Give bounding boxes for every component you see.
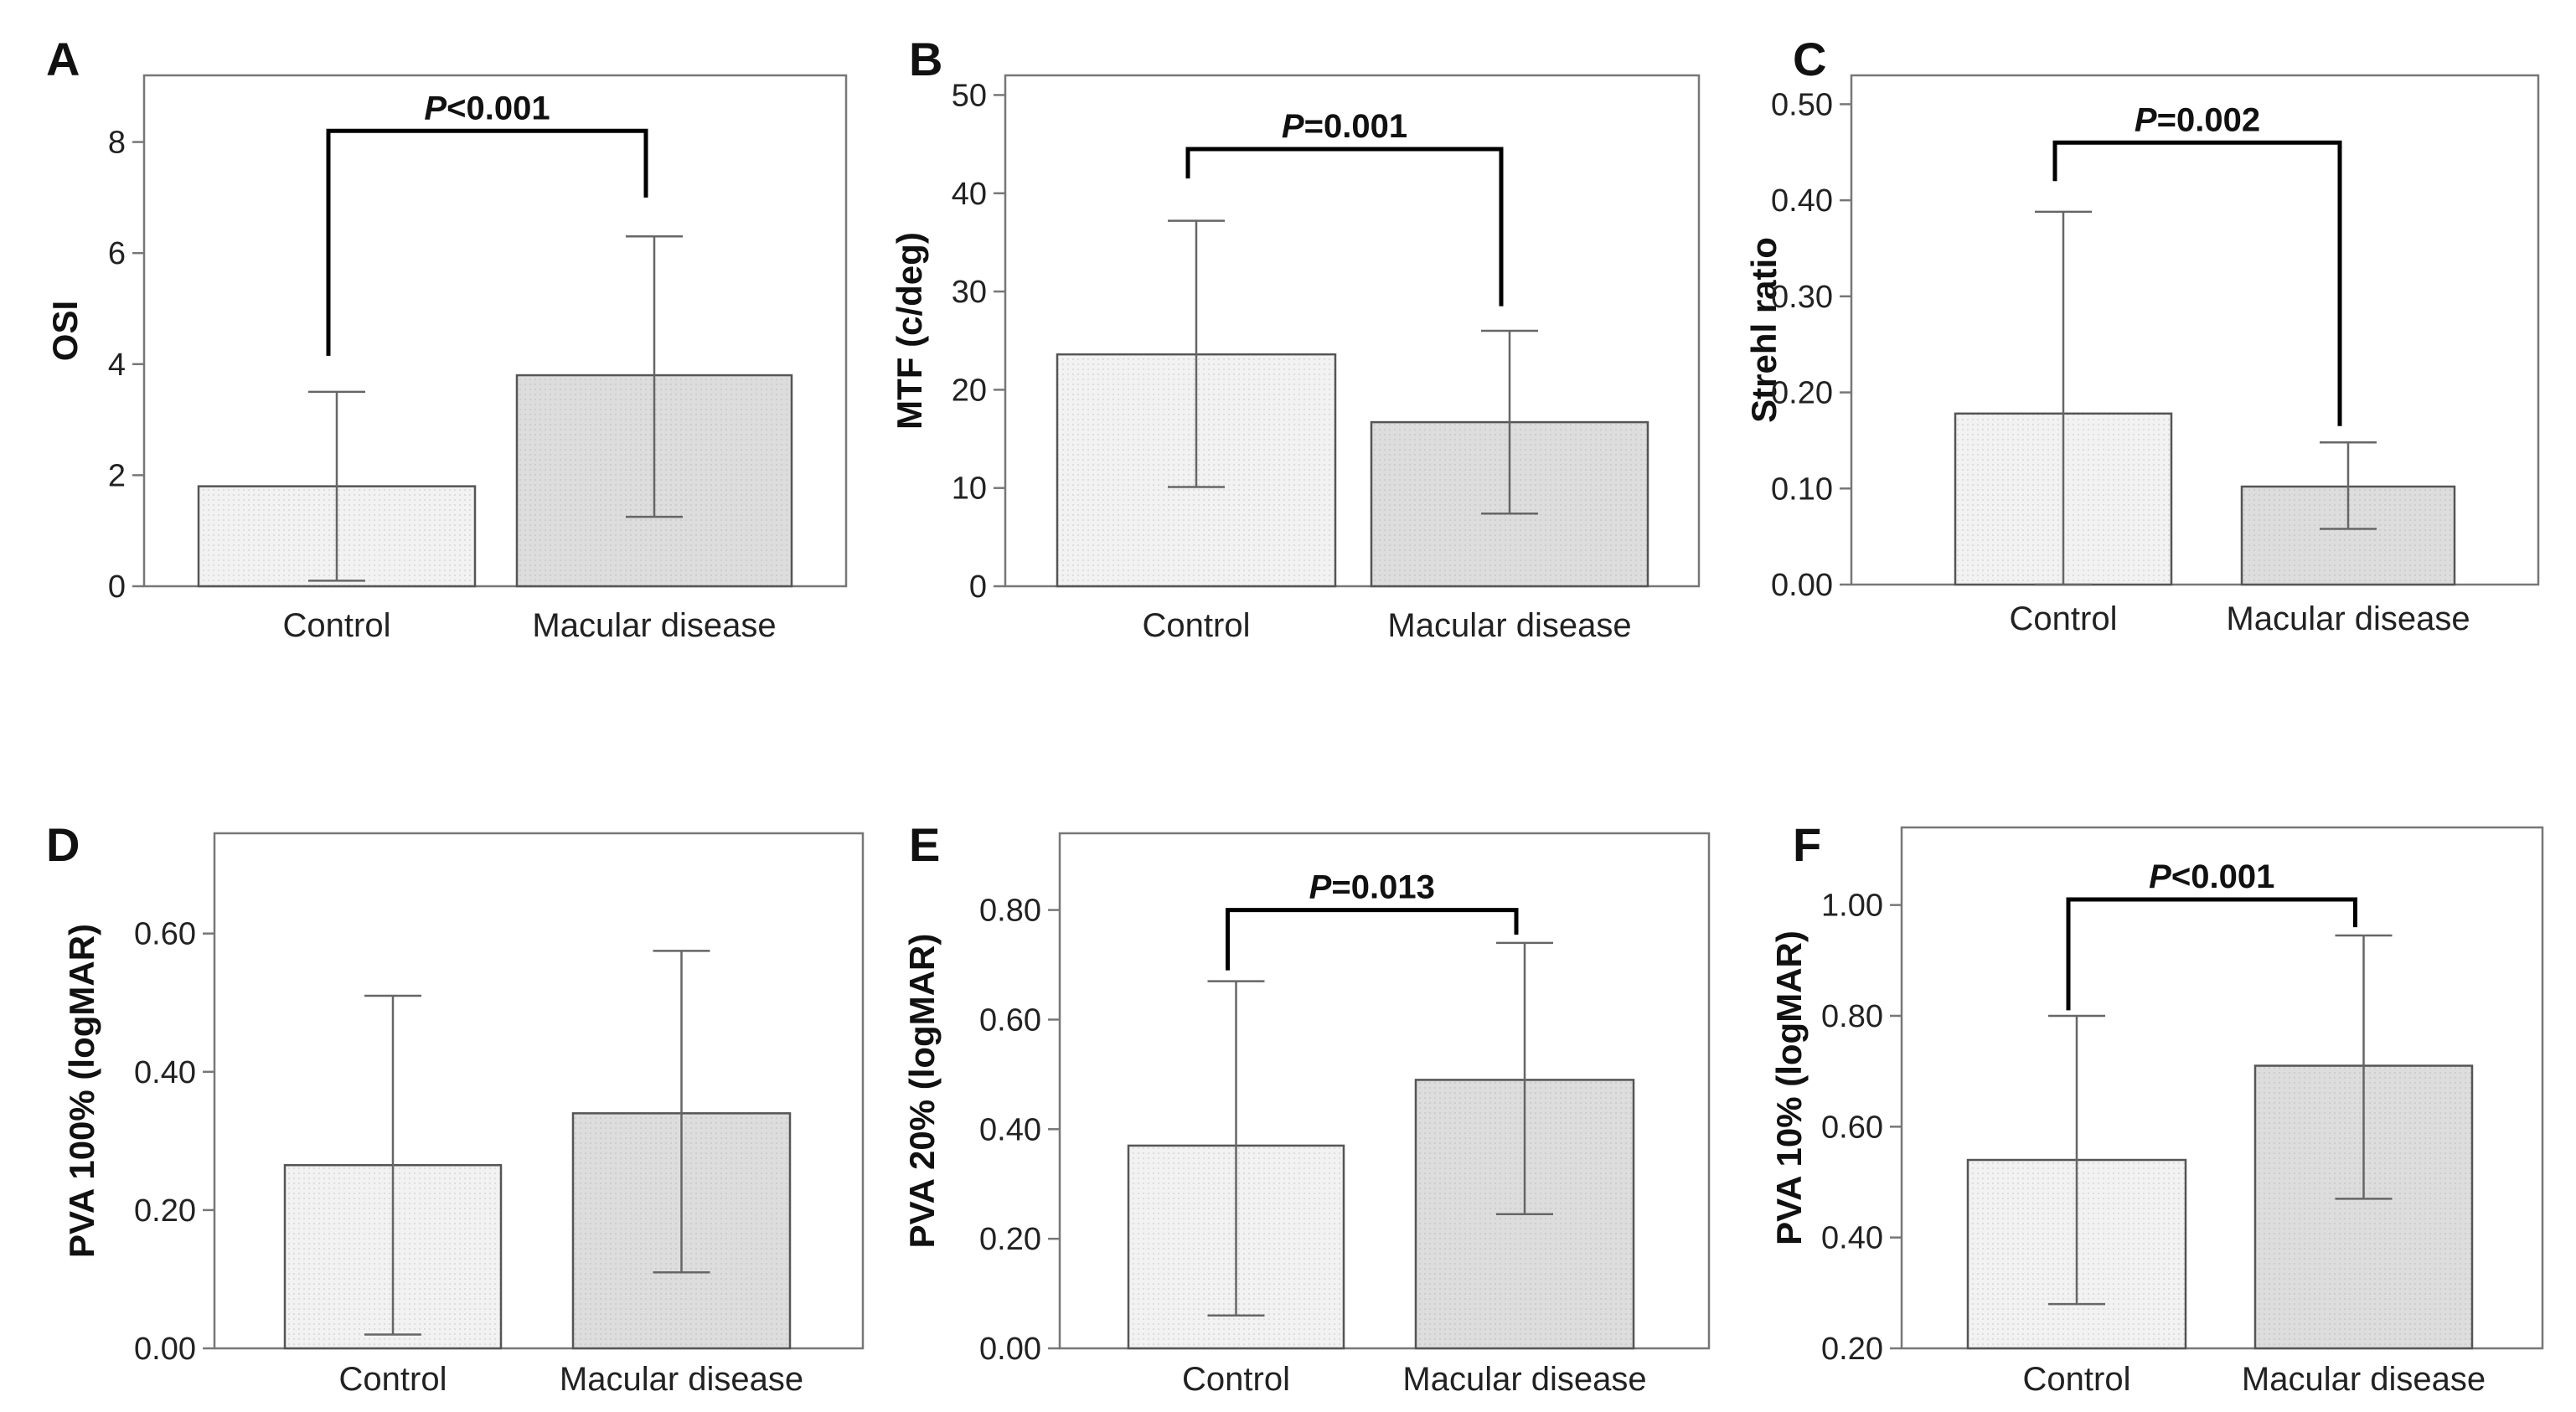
y-tick-label: 0.00 [1771,568,1833,603]
plot-frame [1058,832,1711,1350]
y-tick-label: 40 [952,177,987,212]
y-tick-label: 0 [969,569,987,605]
y-axis-label: MTF (c/deg) [890,232,929,430]
y-tick-label: 0.60 [1821,1110,1883,1145]
p-value-label: P=0.013 [1309,869,1435,906]
category-label-macular-disease: Macular disease [2242,1361,2486,1398]
significance-bracket [1226,908,1519,971]
category-label-control: Control [1182,1361,1290,1398]
category-label-control: Control [2010,600,2118,637]
category-label-control: Control [283,607,391,644]
y-tick-label: 0.40 [1821,1221,1883,1256]
y-tick-label: 20 [952,373,987,408]
category-label-macular-disease: Macular disease [532,607,776,644]
y-tick-label: 0.40 [1771,183,1833,219]
y-tick-label: 0.20 [979,1222,1041,1257]
p-value-label: P<0.001 [2149,858,2274,895]
category-label-macular-disease: Macular disease [1402,1361,1646,1398]
panel-a: A OSI 0 2 4 6 8 Control Macular disease P<0.001 [45,33,848,644]
panel-letter-e: E [909,818,940,871]
category-label-macular-disease: Macular disease [560,1361,803,1398]
y-tick-label: 0.30 [1771,280,1833,315]
y-tick-label: 2 [108,458,126,493]
panel-d: D PVA 100% (logMAR) 0.00 0.20 0.40 0.60 Contro… [46,818,865,1398]
plot-frame [213,832,865,1350]
significance-bracket [2052,140,2342,426]
plot-frame [1900,826,2544,1350]
y-tick-label: 30 [952,275,987,310]
y-tick-label: 50 [952,78,987,113]
category-label-control: Control [339,1361,447,1398]
panel-letter-b: B [909,33,942,85]
y-tick-label: 0 [108,569,126,605]
y-tick-label: 1.00 [1821,889,1883,924]
plot-frame [1850,74,2540,586]
p-value-label: P=0.002 [2135,101,2260,138]
plot-frame [1004,74,1701,588]
category-label-control: Control [2023,1361,2131,1398]
y-tick-label: 8 [108,126,126,161]
panel-letter-a: A [46,33,80,85]
category-label-control: Control [1143,607,1251,644]
y-tick-label: 0.40 [134,1055,196,1090]
category-label-macular-disease: Macular disease [2226,600,2470,637]
p-value-label: P<0.001 [424,90,550,126]
y-tick-label: 0.00 [979,1332,1041,1367]
panel-letter-f: F [1793,818,1821,871]
y-tick-label: 0.80 [1821,999,1883,1034]
significance-bracket [326,128,648,356]
p-value-label: P=0.001 [1282,108,1407,145]
panel-c: C Strehl ratio 0.00 0.10 0.20 0.30 0.40 0.50 Con… [1744,33,2540,637]
panel-letter-d: D [46,818,80,871]
y-tick-label: 0.10 [1771,472,1833,507]
y-tick-label: 0.20 [134,1193,196,1229]
y-axis-label: OSI [45,301,85,361]
significance-bracket [2066,897,2357,1011]
y-tick-label: 0.20 [1771,376,1833,411]
panel-letter-c: C [1793,33,1826,85]
plot-frame [142,74,848,588]
panel-b: B MTF (c/deg) 0 10 20 30 40 50 Control Macular di… [890,33,1701,644]
y-tick-label: 0.50 [1771,87,1833,122]
y-tick-label: 4 [108,348,126,383]
category-label-macular-disease: Macular disease [1387,607,1631,644]
significance-bracket [1185,147,1504,307]
panel-e: E PVA 20% (logMAR) 0.00 0.20 0.40 0.60 0.80 Con… [902,818,1711,1398]
y-tick-label: 0.00 [134,1332,196,1367]
y-tick-label: 6 [108,236,126,271]
y-axis-label: Strehl ratio [1744,237,1784,423]
y-tick-label: 10 [952,472,987,507]
y-tick-label: 0.80 [979,894,1041,929]
y-tick-label: 0.40 [979,1112,1041,1147]
y-tick-label: 0.20 [1821,1332,1883,1367]
y-tick-label: 0.60 [979,1002,1041,1038]
y-tick-label: 0.60 [134,917,196,952]
panel-f: F PVA 10% (logMAR) 0.20 0.40 0.60 0.80 1.00 Con… [1769,818,2544,1398]
y-axis-label: PVA 100% (logMAR) [62,924,101,1258]
y-axis-label: PVA 20% (logMAR) [902,934,942,1249]
y-axis-label: PVA 10% (logMAR) [1769,930,1809,1245]
